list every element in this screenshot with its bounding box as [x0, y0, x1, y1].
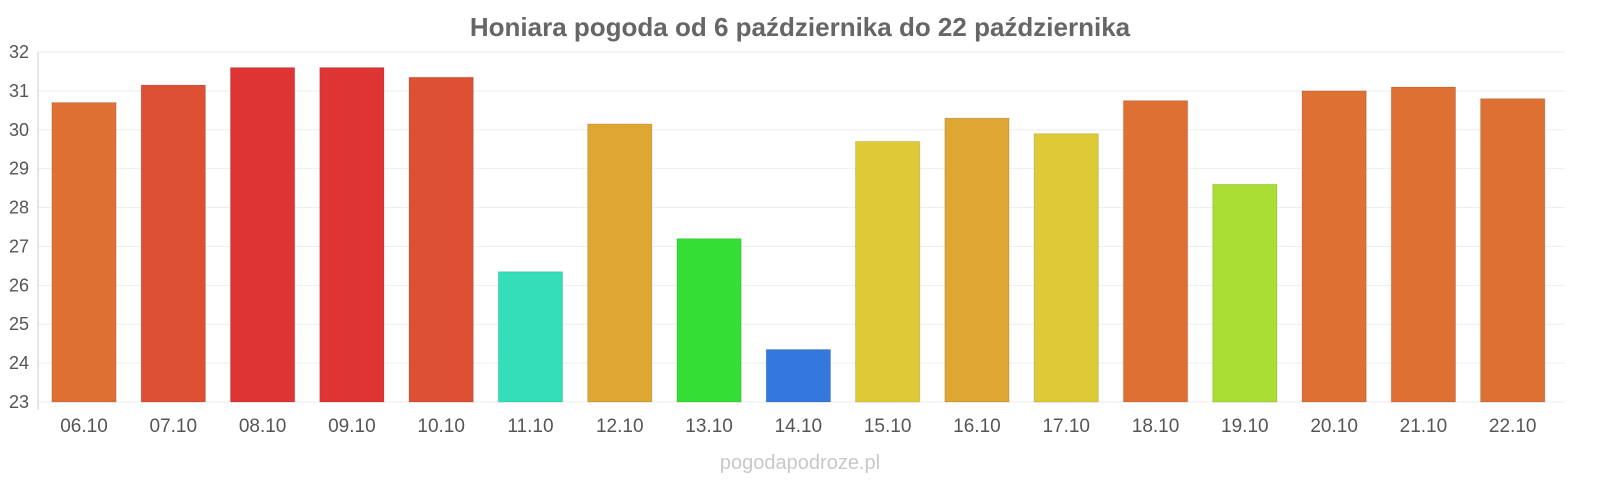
- bar-16.10: [944, 117, 1010, 403]
- y-axis: 23 24 25 26 27 28 29 30 31 32: [9, 42, 29, 412]
- y-tick-label: 27: [9, 236, 29, 256]
- x-tick-label: 21.10: [1400, 416, 1448, 437]
- y-tick-label: 29: [9, 159, 29, 179]
- bar-21.10: [1390, 86, 1457, 403]
- bar-18.10: [1122, 100, 1189, 403]
- bar-20.10: [1301, 90, 1367, 403]
- bars: [51, 67, 1546, 403]
- bar-10.10: [408, 76, 474, 403]
- x-tick-label: 07.10: [150, 416, 198, 437]
- x-tick-label: 14.10: [775, 416, 823, 437]
- x-tick-label: 22.10: [1489, 416, 1537, 437]
- bar-11.10: [497, 271, 564, 403]
- y-tick-label: 25: [9, 314, 29, 334]
- y-tick-label: 26: [9, 275, 29, 295]
- bar-22.10: [1480, 98, 1546, 403]
- x-tick-label: 17.10: [1042, 416, 1090, 437]
- bar-14.10: [765, 349, 831, 403]
- x-tick-label: 15.10: [864, 416, 912, 437]
- bar-15.10: [855, 140, 921, 403]
- x-tick-label: 16.10: [953, 416, 1001, 437]
- watermark: pogodapodroze.pl: [720, 452, 880, 474]
- chart-title: Honiara pogoda od 6 października do 22 p…: [470, 12, 1131, 42]
- x-tick-label: 10.10: [417, 416, 465, 437]
- bar-08.10: [229, 67, 296, 403]
- bar-09.10: [319, 67, 385, 403]
- bar-13.10: [676, 238, 742, 403]
- bar-12.10: [587, 123, 653, 403]
- x-tick-label: 19.10: [1221, 416, 1269, 437]
- y-tick-label: 24: [9, 353, 29, 373]
- x-tick-label: 11.10: [507, 416, 553, 437]
- bar-19.10: [1212, 183, 1278, 403]
- y-tick-label: 23: [9, 392, 29, 412]
- bar-06.10: [51, 102, 117, 403]
- bar-17.10: [1033, 133, 1099, 403]
- x-tick-label: 20.10: [1310, 416, 1358, 437]
- x-tick-label: 09.10: [328, 416, 376, 437]
- y-tick-label: 30: [9, 120, 29, 140]
- x-tick-label: 13.10: [685, 416, 733, 437]
- x-tick-label: 12.10: [596, 416, 644, 437]
- y-tick-label: 28: [9, 198, 29, 218]
- x-tick-label: 08.10: [239, 416, 287, 437]
- x-tick-label: 18.10: [1132, 416, 1180, 437]
- y-tick-label: 31: [9, 81, 29, 101]
- x-tick-label: 06.10: [60, 416, 108, 437]
- bar-07.10: [140, 84, 206, 403]
- x-axis: 06.10 07.10 08.10 09.10 10.10 11.10 12.10 13.10…: [60, 416, 1536, 437]
- y-tick-label: 32: [9, 42, 29, 62]
